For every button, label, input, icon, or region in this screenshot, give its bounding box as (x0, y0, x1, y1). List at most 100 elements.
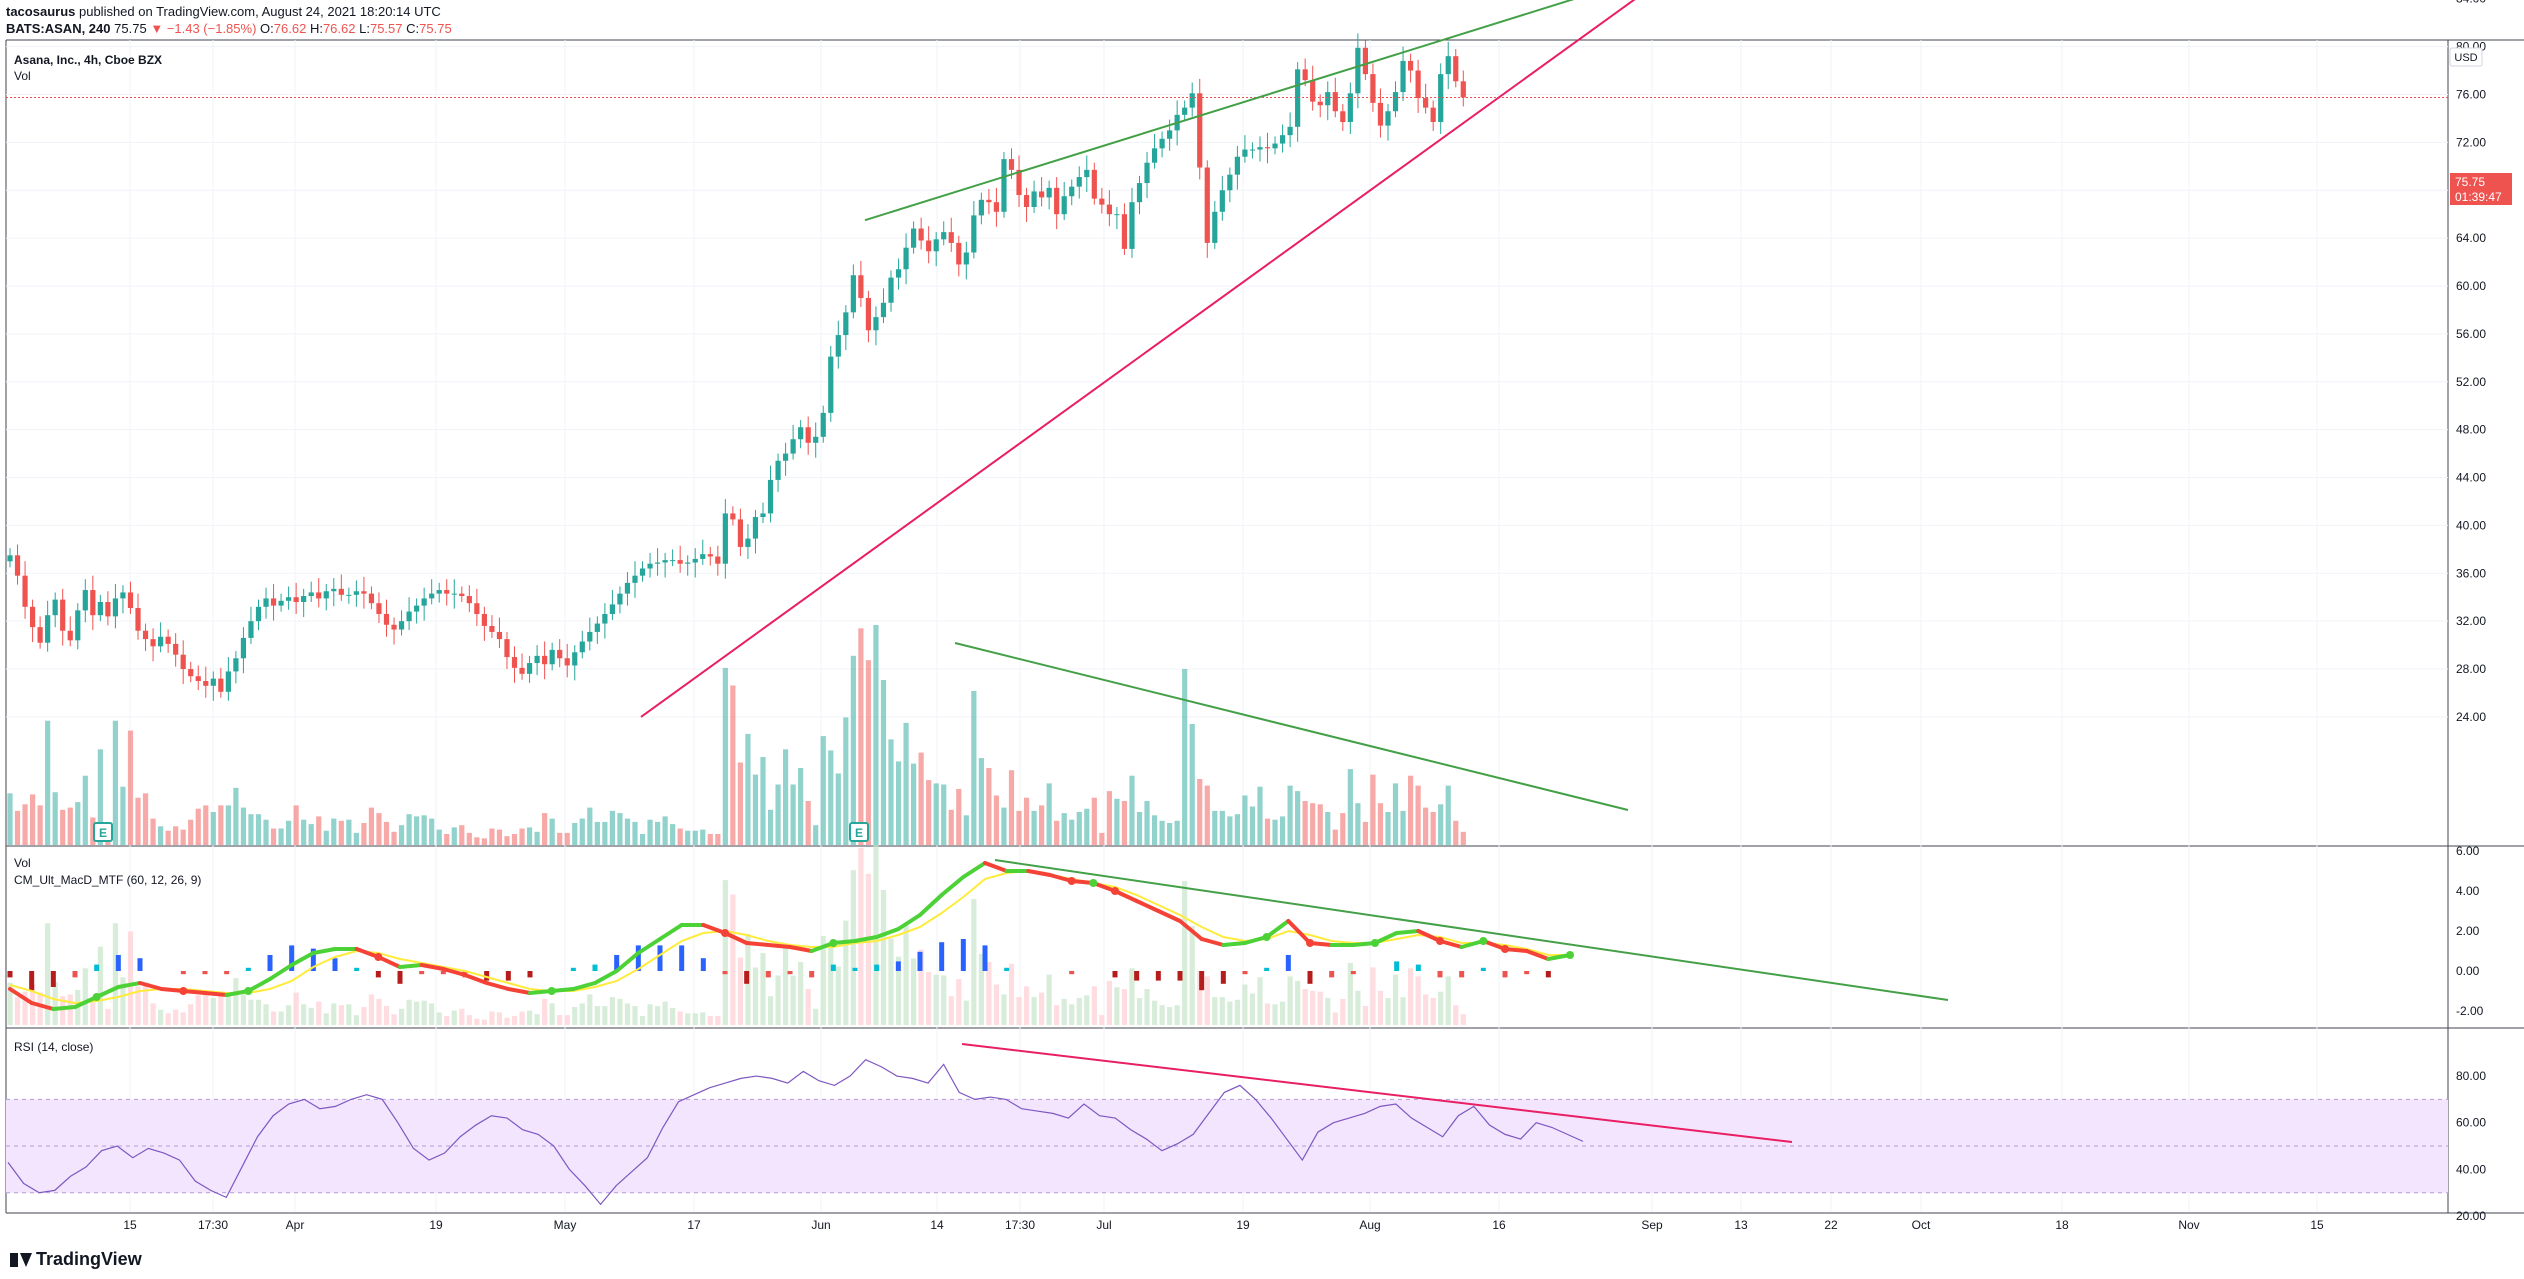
candle-body[interactable] (692, 558, 698, 563)
candle-body[interactable] (240, 637, 247, 659)
candle-body[interactable] (406, 611, 412, 622)
candle-body[interactable] (918, 228, 924, 241)
candle-body[interactable] (1310, 80, 1316, 102)
candle-body[interactable] (572, 652, 578, 666)
candle-body[interactable] (986, 199, 992, 203)
candle-body[interactable] (1204, 167, 1210, 243)
candle-body[interactable] (1272, 143, 1278, 149)
candle-body[interactable] (1197, 93, 1203, 168)
candle-body[interactable] (203, 681, 209, 686)
candle-body[interactable] (579, 641, 585, 653)
candle-body[interactable] (1362, 47, 1368, 75)
candle-body[interactable] (60, 599, 66, 631)
candle-body[interactable] (29, 606, 36, 628)
candle-body[interactable] (767, 479, 774, 514)
candle-body[interactable] (376, 603, 382, 614)
candle-body[interactable] (1159, 138, 1165, 149)
candle-body[interactable] (978, 199, 984, 216)
candle-body[interactable] (1016, 169, 1022, 196)
candle-body[interactable] (1407, 60, 1414, 71)
time-axis[interactable]: 15 17:30 Apr 19 May 17 Jun 14 17:30 Jul 19 Aug 16 Sep… (123, 1218, 2324, 1232)
candle-body[interactable] (609, 604, 615, 614)
candle-body[interactable] (1355, 47, 1361, 94)
candle-body[interactable] (1392, 92, 1399, 112)
candle-body[interactable] (617, 593, 623, 605)
tradingview-logo[interactable]: TradingView (10, 1249, 142, 1270)
candle-body[interactable] (316, 592, 322, 599)
candle-body[interactable] (865, 297, 872, 331)
candle-body[interactable] (1430, 107, 1436, 123)
candle-body[interactable] (903, 247, 909, 270)
candle-body[interactable] (90, 590, 96, 616)
candle-body[interactable] (210, 678, 216, 686)
candle-body[interactable] (1069, 186, 1075, 197)
candle-body[interactable] (142, 630, 149, 640)
candle-body[interactable] (700, 554, 706, 559)
candle-body[interactable] (677, 560, 683, 564)
candle-body[interactable] (14, 555, 21, 576)
candle-body[interactable] (504, 639, 510, 658)
candle-body[interactable] (1279, 135, 1286, 144)
earnings-marker[interactable]: E (93, 822, 113, 842)
candle-body[interactable] (45, 615, 51, 643)
trend-lines[interactable] (640, 0, 1949, 1143)
candle-body[interactable] (75, 610, 81, 641)
candle-body[interactable] (1076, 177, 1082, 187)
candle-body[interactable] (1377, 102, 1384, 126)
candle-body[interactable] (338, 588, 344, 595)
candle-body[interactable] (361, 591, 367, 594)
candle-body[interactable] (715, 556, 721, 564)
price-axis[interactable]: 84.0080.0076.0072.0068.0064.0060.0056.00… (2456, 0, 2486, 1223)
candle-body[interactable] (1242, 149, 1248, 157)
candle-body[interactable] (1046, 187, 1052, 198)
candle-body[interactable] (165, 636, 171, 644)
candle-body[interactable] (1460, 81, 1466, 98)
candle-body[interactable] (1212, 211, 1218, 243)
candle-body[interactable] (1287, 126, 1293, 136)
candle-body[interactable] (895, 269, 902, 278)
candle-body[interactable] (255, 606, 262, 622)
symbol-label[interactable]: BATS:ASAN, 240 (6, 21, 111, 36)
candle-body[interactable] (828, 356, 834, 413)
volume-trendline[interactable] (954, 642, 1629, 811)
candle-body[interactable] (1264, 147, 1271, 149)
candle-body[interactable] (813, 436, 819, 443)
candle-body[interactable] (82, 590, 88, 611)
candle-body[interactable] (526, 663, 533, 674)
candle-body[interactable] (850, 275, 856, 313)
candle-body[interactable] (782, 453, 789, 461)
candle-body[interactable] (173, 643, 179, 655)
candle-body[interactable] (1151, 148, 1158, 163)
candle-body[interactable] (647, 563, 653, 569)
candle-body[interactable] (1136, 183, 1143, 203)
candle-body[interactable] (1023, 195, 1030, 207)
candle-body[interactable] (263, 598, 269, 607)
candle-body[interactable] (662, 560, 668, 563)
candle-body[interactable] (542, 655, 548, 665)
candle-body[interactable] (1039, 191, 1045, 198)
candle-body[interactable] (150, 639, 156, 647)
candle-body[interactable] (760, 513, 766, 518)
candle-body[interactable] (112, 598, 119, 617)
candle-body[interactable] (843, 312, 849, 336)
candle-body[interactable] (1385, 111, 1391, 126)
candle-body[interactable] (1423, 98, 1429, 108)
candle-body[interactable] (436, 590, 442, 594)
candle-body[interactable] (1295, 69, 1301, 127)
candle-body[interactable] (459, 593, 465, 597)
candle-body[interactable] (368, 593, 375, 604)
candle-body[interactable] (1415, 70, 1421, 99)
candle-body[interactable] (549, 649, 555, 665)
candle-body[interactable] (1121, 214, 1128, 249)
candle-body[interactable] (1234, 156, 1240, 175)
candle-body[interactable] (557, 649, 563, 659)
candle-body[interactable] (105, 602, 111, 617)
wedge-lower-trendline[interactable] (640, 0, 1735, 718)
candle-body[interactable] (383, 613, 390, 625)
candle-body[interactable] (1106, 204, 1112, 215)
candle-body[interactable] (587, 631, 593, 642)
candle-body[interactable] (1031, 191, 1037, 207)
candle-body[interactable] (1317, 101, 1323, 106)
candle-body[interactable] (429, 593, 435, 599)
